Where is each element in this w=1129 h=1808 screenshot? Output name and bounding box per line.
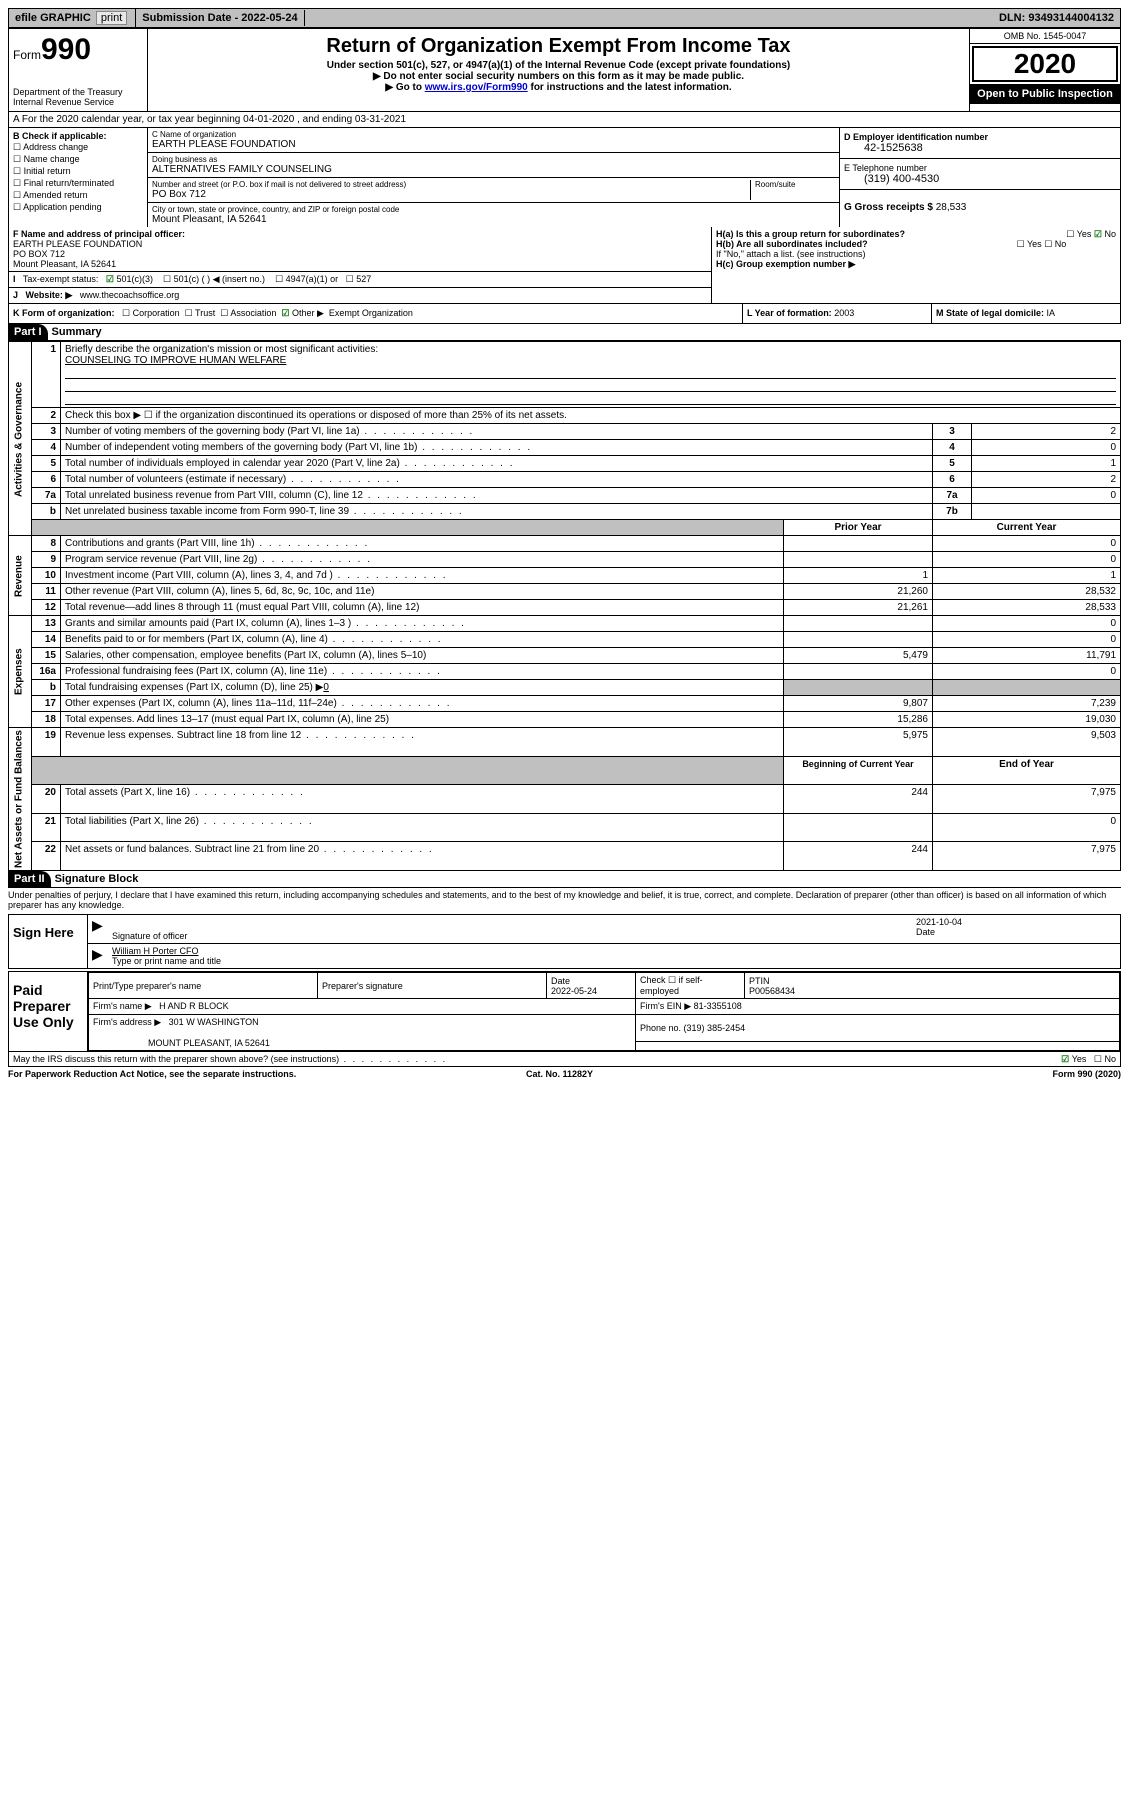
- box-j-website: J Website: ▶ www.thecoachsoffice.org: [9, 288, 711, 303]
- form-title: Return of Organization Exempt From Incom…: [152, 35, 965, 58]
- chk-assoc[interactable]: Association: [220, 308, 276, 318]
- box-h-b: H(b) Are all subordinates included? Yes …: [716, 239, 1116, 249]
- omb-number: OMB No. 1545-0047: [970, 29, 1120, 44]
- submission-date: Submission Date - 2022-05-24: [136, 10, 304, 26]
- box-g-gross: G Gross receipts $ 28,533: [840, 190, 1120, 217]
- box-c-dba: Doing business as ALTERNATIVES FAMILY CO…: [148, 153, 839, 178]
- chk-name-change[interactable]: Name change: [13, 154, 143, 165]
- side-activities: Activities & Governance: [9, 342, 32, 536]
- chk-trust[interactable]: Trust: [185, 308, 216, 318]
- part-1-header: Part ISummary: [8, 324, 1121, 341]
- box-c-name: C Name of organization EARTH PLEASE FOUN…: [148, 128, 839, 153]
- chk-527[interactable]: 527: [346, 274, 372, 284]
- section-b-g: B Check if applicable: Address change Na…: [8, 128, 1121, 227]
- box-k-form-org: K Form of organization: Corporation Trus…: [9, 304, 742, 323]
- form-word: Form: [13, 48, 41, 62]
- discuss-row: May the IRS discuss this return with the…: [8, 1052, 1121, 1067]
- dept-treasury: Department of the TreasuryInternal Reven…: [13, 87, 143, 107]
- side-net-assets: Net Assets or Fund Balances: [9, 728, 32, 871]
- box-b-checkboxes: B Check if applicable: Address change Na…: [9, 128, 148, 227]
- box-f-officer: F Name and address of principal officer:…: [9, 227, 711, 272]
- open-to-public: Open to Public Inspection: [970, 84, 1120, 104]
- box-h-a: H(a) Is this a group return for subordin…: [716, 229, 1116, 239]
- box-l-year: L Year of formation: 2003: [742, 304, 931, 323]
- irs-link[interactable]: www.irs.gov/Form990: [425, 82, 528, 93]
- box-e-phone: E Telephone number(319) 400-4530: [840, 159, 1120, 190]
- side-expenses: Expenses: [9, 616, 32, 728]
- subtitle-1: Under section 501(c), 527, or 4947(a)(1)…: [152, 60, 965, 71]
- chk-ha-no[interactable]: No: [1094, 229, 1116, 239]
- chk-application-pending[interactable]: Application pending: [13, 202, 143, 213]
- box-m-state: M State of legal domicile: IA: [931, 304, 1120, 323]
- row-a-tax-year: A For the 2020 calendar year, or tax yea…: [8, 112, 1121, 128]
- print-button[interactable]: print: [96, 11, 127, 25]
- top-bar: efile GRAPHIC print Submission Date - 20…: [8, 8, 1121, 28]
- chk-address-change[interactable]: Address change: [13, 142, 143, 153]
- chk-discuss-yes[interactable]: Yes: [1061, 1054, 1086, 1064]
- form-number: 990: [41, 33, 91, 66]
- efile-label: efile GRAPHIC print: [9, 9, 136, 27]
- chk-discuss-no[interactable]: No: [1094, 1054, 1116, 1064]
- part-2-header: Part IISignature Block: [8, 871, 1121, 888]
- sign-here-block: Sign Here ▶ Signature of officer 2021-10…: [8, 914, 1121, 969]
- box-c-city: City or town, state or province, country…: [148, 203, 839, 227]
- paid-preparer-block: Paid Preparer Use Only Print/Type prepar…: [8, 971, 1121, 1052]
- tax-year: 2020: [972, 46, 1118, 82]
- section-f-h: F Name and address of principal officer:…: [8, 227, 1121, 304]
- chk-hb-yes[interactable]: Yes: [1017, 239, 1042, 249]
- box-i-tax-status: I Tax-exempt status: 501(c)(3) 501(c) ( …: [9, 272, 711, 288]
- box-c-street: Number and street (or P.O. box if mail i…: [148, 178, 839, 203]
- box-d-ein: D Employer identification number42-15256…: [840, 128, 1120, 159]
- section-k-l-m: K Form of organization: Corporation Trus…: [8, 304, 1121, 324]
- chk-hb-no[interactable]: No: [1044, 239, 1066, 249]
- side-revenue: Revenue: [9, 536, 32, 616]
- chk-ha-yes[interactable]: Yes: [1066, 229, 1091, 239]
- chk-initial-return[interactable]: Initial return: [13, 166, 143, 177]
- subtitle-2: Do not enter social security numbers on …: [152, 71, 965, 82]
- chk-amended-return[interactable]: Amended return: [13, 190, 143, 201]
- chk-501c3[interactable]: 501(c)(3): [106, 274, 153, 284]
- dln: DLN: 93493144004132: [993, 10, 1120, 26]
- perjury-declaration: Under penalties of perjury, I declare th…: [8, 888, 1121, 912]
- box-h-c: H(c) Group exemption number ▶: [716, 259, 1116, 270]
- chk-other[interactable]: Other ▶: [281, 308, 324, 318]
- box-h-b2: If "No," attach a list. (see instruction…: [716, 249, 1116, 259]
- chk-4947[interactable]: 4947(a)(1) or: [275, 274, 338, 284]
- summary-table: Activities & Governance 1 Briefly descri…: [8, 341, 1121, 871]
- subtitle-3: Go to www.irs.gov/Form990 for instructio…: [152, 82, 965, 93]
- chk-corp[interactable]: Corporation: [122, 308, 180, 318]
- chk-501c[interactable]: 501(c) ( ) ◀ (insert no.): [163, 274, 265, 284]
- page-footer: For Paperwork Reduction Act Notice, see …: [8, 1067, 1121, 1079]
- chk-final-return[interactable]: Final return/terminated: [13, 178, 143, 189]
- form-header: Form990 Department of the TreasuryIntern…: [8, 28, 1121, 112]
